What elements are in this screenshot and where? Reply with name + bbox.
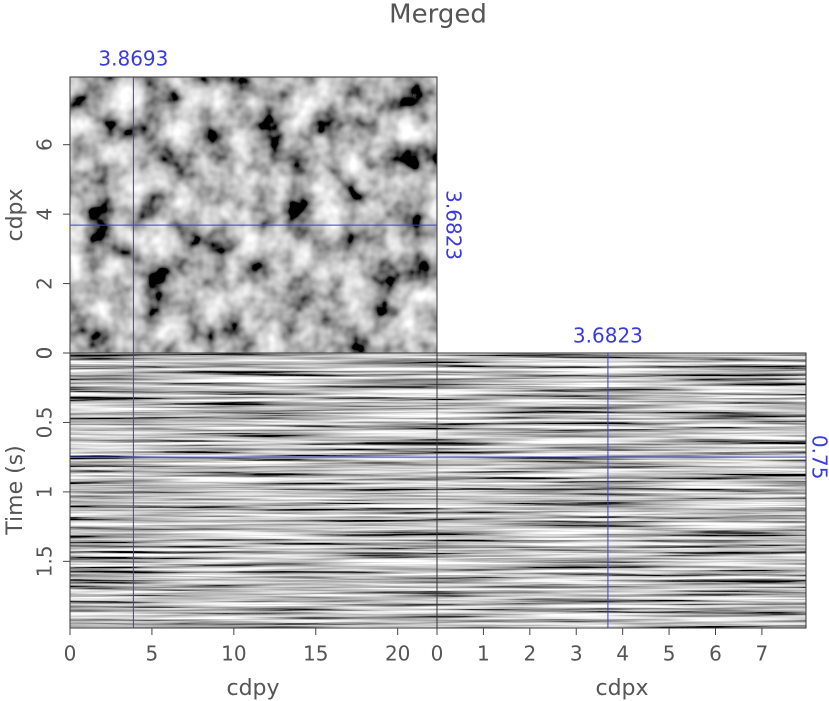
y-axis-label: cdpx bbox=[3, 188, 28, 241]
y-tick-label: 2 bbox=[33, 277, 57, 290]
x-tick-label: 5 bbox=[146, 642, 159, 666]
slice-label: 3.6823 bbox=[442, 190, 466, 260]
x-tick-label: 6 bbox=[709, 642, 722, 666]
y-tick-label: 1.5 bbox=[33, 545, 57, 577]
x-tick-label: 20 bbox=[385, 642, 410, 666]
x-tick-label: 4 bbox=[616, 642, 629, 666]
x-tick-label: 2 bbox=[523, 642, 536, 666]
chart-title: Merged bbox=[389, 0, 487, 30]
slice-label: 3.6823 bbox=[573, 324, 643, 348]
y-axis-label: Time (s) bbox=[3, 445, 28, 535]
y-tick-label: 6 bbox=[33, 138, 57, 151]
y-tick-label: 4 bbox=[33, 208, 57, 221]
front-slice-image bbox=[70, 353, 437, 628]
x-tick-label: 0 bbox=[431, 642, 444, 666]
y-tick-label: 0.5 bbox=[33, 407, 57, 439]
side-frame bbox=[436, 352, 807, 629]
y-tick-label: 0 bbox=[33, 347, 57, 360]
x-tick-label: 15 bbox=[303, 642, 328, 666]
slice-label: 3.8693 bbox=[98, 47, 168, 71]
y-tick-label: 0 bbox=[33, 347, 57, 360]
slice-label: 0.75 bbox=[808, 435, 829, 480]
x-tick-label: 0 bbox=[64, 642, 77, 666]
x-tick-label: 7 bbox=[756, 642, 769, 666]
x-tick-label: 10 bbox=[221, 642, 246, 666]
side-slice-image bbox=[437, 353, 806, 628]
x-tick-label: 1 bbox=[477, 642, 490, 666]
top-slice-image bbox=[70, 77, 437, 353]
y-tick-label: 1 bbox=[33, 486, 57, 499]
x-tick-label: 5 bbox=[663, 642, 676, 666]
x-axis-label: cdpy bbox=[226, 676, 279, 701]
x-axis-label: cdpx bbox=[595, 676, 648, 701]
x-tick-label: 3 bbox=[570, 642, 583, 666]
